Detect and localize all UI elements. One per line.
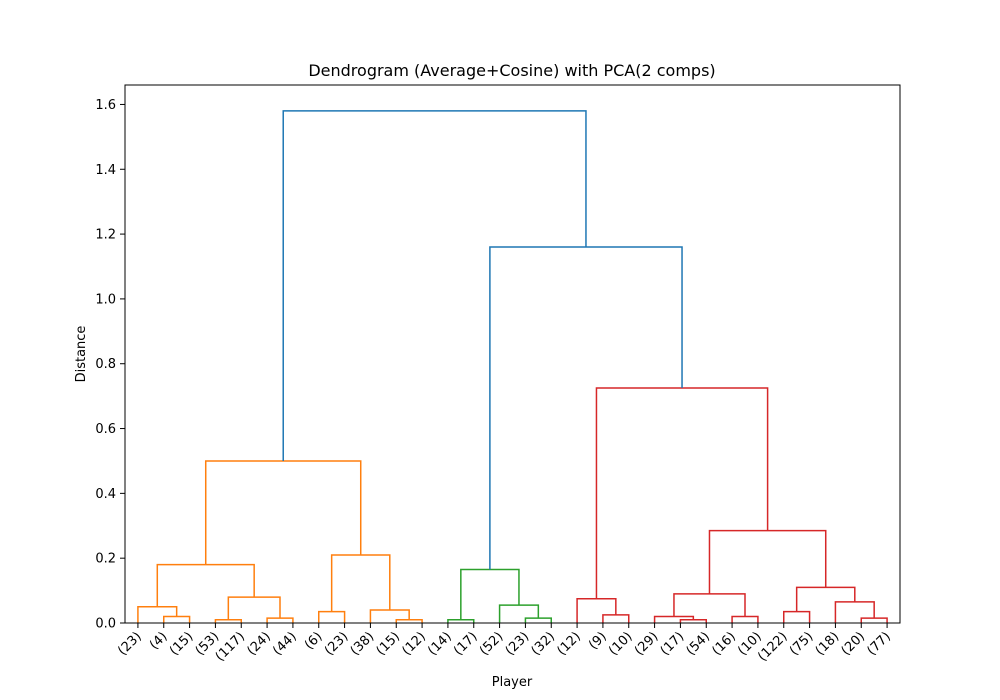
merge-link: [524, 617, 552, 623]
leaf-label: (24): [244, 629, 273, 658]
merge-link: [204, 460, 362, 565]
dendrogram-branches: [137, 110, 888, 623]
merge-link: [282, 110, 587, 461]
merge-link: [795, 586, 856, 612]
leaf-label: (122): [755, 629, 790, 664]
y-axis-label: Distance: [74, 326, 89, 383]
merge-link: [860, 617, 888, 623]
y-tick-label: 0.8: [95, 357, 116, 372]
merge-link: [834, 601, 875, 623]
leaf-label: (38): [348, 629, 377, 658]
merge-link: [137, 606, 178, 623]
chart-title: Dendrogram (Average+Cosine) with PCA(2 c…: [308, 61, 715, 80]
leaf-label: (20): [839, 629, 868, 658]
leaf-label: (44): [270, 629, 299, 658]
plot-frame: [124, 84, 901, 624]
merge-link: [576, 597, 617, 623]
y-tick-label: 0.0: [95, 617, 116, 632]
merge-link: [673, 593, 746, 617]
leaf-label: (117): [213, 629, 248, 664]
leaf-label: (18): [813, 629, 842, 658]
y-tick-label: 1.6: [95, 98, 116, 113]
merge-link: [602, 614, 630, 623]
merge-link: [318, 610, 346, 623]
merge-link: [783, 610, 811, 623]
leaf-label: (23): [115, 629, 144, 658]
merge-link: [731, 615, 759, 623]
merge-link: [227, 596, 281, 620]
merge-link: [460, 568, 520, 620]
leaf-label: (15): [374, 629, 403, 658]
merge-link: [369, 609, 410, 623]
y-tick-label: 1.4: [95, 163, 116, 178]
leaf-label: (15): [167, 629, 196, 658]
merge-link: [489, 246, 683, 570]
leaf-label: (54): [684, 629, 713, 658]
leaf-label: (17): [451, 629, 480, 658]
leaf-label: (12): [554, 629, 583, 658]
merge-link: [156, 563, 255, 607]
leaf-label: (75): [787, 629, 816, 658]
leaf-label: (12): [399, 629, 428, 658]
leaf-label: (29): [632, 629, 661, 658]
leaf-label: (23): [503, 629, 532, 658]
x-axis-leaf-labels: (23) (4)(15)(53)(117)(24)(44) (6)(23)(38)(…: [115, 623, 894, 665]
y-axis-ticks: 0.0 0.2 0.4 0.6 0.8 1.0 1.2 1.4 1.6: [95, 98, 125, 632]
y-tick-label: 0.4: [95, 487, 116, 502]
merge-link: [595, 387, 769, 599]
leaf-label: (10): [606, 629, 635, 658]
leaf-label: (77): [864, 629, 893, 658]
y-tick-label: 0.2: [95, 552, 116, 567]
leaf-label: (23): [322, 629, 351, 658]
merge-link: [330, 554, 391, 612]
x-axis-label: Player: [492, 675, 533, 690]
merge-link: [498, 604, 540, 623]
merge-link: [708, 529, 827, 594]
leaf-label: (52): [477, 629, 506, 658]
y-tick-label: 1.2: [95, 228, 116, 243]
merge-link: [163, 615, 191, 623]
leaf-label: (17): [658, 629, 687, 658]
y-tick-label: 0.6: [95, 422, 116, 437]
leaf-label: (16): [709, 629, 738, 658]
y-tick-label: 1.0: [95, 292, 116, 307]
leaf-label: (14): [425, 629, 454, 658]
merge-link: [266, 617, 294, 623]
leaf-label: (32): [529, 629, 558, 658]
